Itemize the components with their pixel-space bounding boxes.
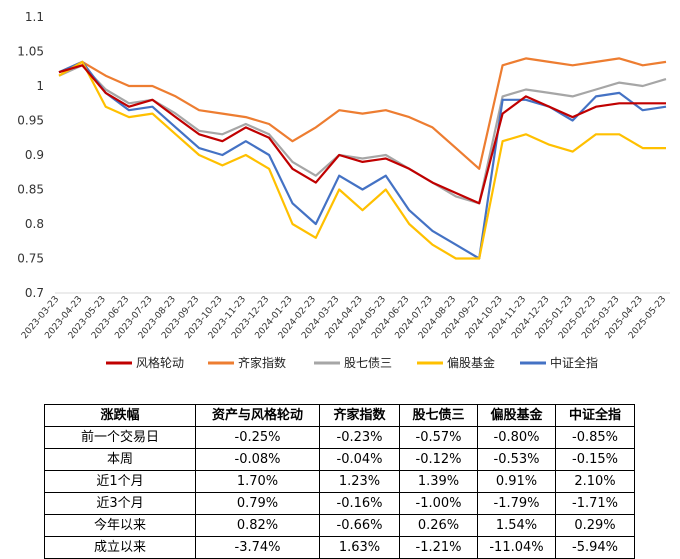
table-cell: 0.26% xyxy=(399,514,478,537)
series-line-4 xyxy=(58,60,667,260)
header-cell: 涨跌幅 xyxy=(44,404,196,427)
table-cell: -1.71% xyxy=(555,492,635,515)
table-row: 今年以来 0.82% -0.66% 0.26% 1.54% 0.29% xyxy=(44,514,635,537)
header-cell: 偏股基金 xyxy=(477,404,556,427)
series-lines xyxy=(58,57,667,260)
legend-label: 偏股基金 xyxy=(447,355,495,370)
performance-table: 涨跌幅 资产与风格轮动 齐家指数 股七债三 偏股基金 中证全指 前一个交易日 -… xyxy=(44,404,635,559)
row-label: 今年以来 xyxy=(44,514,196,537)
table-cell: -1.21% xyxy=(399,536,478,559)
table-cell: 0.79% xyxy=(195,492,320,515)
legend-label: 中证全指 xyxy=(550,355,598,370)
row-label: 本周 xyxy=(44,448,196,471)
y-tick-label: 1.05 xyxy=(17,45,44,59)
table-cell: 1.39% xyxy=(399,470,478,493)
table-cell: -0.57% xyxy=(399,426,478,449)
series-line-0 xyxy=(58,64,666,205)
y-tick-label: 0.9 xyxy=(25,148,44,162)
series-line-3 xyxy=(58,60,666,260)
header-cell: 股七债三 xyxy=(399,404,478,427)
table-cell: 1.70% xyxy=(195,470,320,493)
table-cell: -1.00% xyxy=(399,492,478,515)
table-cell: -1.79% xyxy=(477,492,556,515)
table-cell: -0.80% xyxy=(477,426,556,449)
table-cell: -5.94% xyxy=(555,536,635,559)
row-label: 前一个交易日 xyxy=(44,426,196,449)
table-header-row: 涨跌幅 资产与风格轮动 齐家指数 股七债三 偏股基金 中证全指 xyxy=(44,404,635,427)
y-axis: 0.7 0.75 0.8 0.85 0.9 0.95 1 1.05 1.1 xyxy=(17,10,44,300)
table-cell: -0.25% xyxy=(195,426,320,449)
header-cell: 中证全指 xyxy=(555,404,635,427)
table-cell: 0.82% xyxy=(195,514,320,537)
table-cell: 2.10% xyxy=(555,470,635,493)
table-cell: -3.74% xyxy=(195,536,320,559)
x-axis: 2023-03-232023-04-232023-05-232023-06-23… xyxy=(20,295,668,342)
y-tick-label: 0.95 xyxy=(17,114,44,128)
legend: 风格轮动 齐家指数 股七债三 偏股基金 中证全指 xyxy=(106,355,598,370)
table-row: 前一个交易日 -0.25% -0.23% -0.57% -0.80% -0.85… xyxy=(44,426,635,449)
legend-label: 齐家指数 xyxy=(238,355,286,370)
table-cell: 0.29% xyxy=(555,514,635,537)
line-chart: 0.7 0.75 0.8 0.85 0.9 0.95 1 1.05 1.1 2023-03-23… xyxy=(17,10,670,370)
table-cell: 1.23% xyxy=(319,470,400,493)
y-tick-label: 0.85 xyxy=(17,183,44,197)
table-cell: -0.16% xyxy=(319,492,400,515)
table-cell: -0.23% xyxy=(319,426,400,449)
table-row: 成立以来 -3.74% 1.63% -1.21% -11.04% -5.94% xyxy=(44,536,635,559)
table-cell: -11.04% xyxy=(477,536,556,559)
table-cell: -0.66% xyxy=(319,514,400,537)
row-label: 成立以来 xyxy=(44,536,196,559)
table-cell: -0.08% xyxy=(195,448,320,471)
table-body: 前一个交易日 -0.25% -0.23% -0.57% -0.80% -0.85… xyxy=(44,426,635,559)
y-tick-label: 0.8 xyxy=(25,217,44,231)
y-tick-label: 0.7 xyxy=(25,286,44,300)
table-cell: -0.15% xyxy=(555,448,635,471)
legend-label: 风格轮动 xyxy=(136,355,184,370)
table-row: 近1个月 1.70% 1.23% 1.39% 0.91% 2.10% xyxy=(44,470,635,493)
y-tick-label: 1.1 xyxy=(25,10,44,24)
legend-label: 股七债三 xyxy=(344,356,392,370)
table-cell: 1.54% xyxy=(477,514,556,537)
table-cell: 1.63% xyxy=(319,536,400,559)
table-cell: -0.12% xyxy=(399,448,478,471)
series-line-1 xyxy=(58,57,667,170)
y-tick-label: 0.75 xyxy=(17,252,44,266)
y-tick-label: 1 xyxy=(36,79,44,93)
table-row: 近3个月 0.79% -0.16% -1.00% -1.79% -1.71% xyxy=(44,492,635,515)
header-cell: 齐家指数 xyxy=(319,404,400,427)
row-label: 近3个月 xyxy=(44,492,196,515)
table-cell: -0.04% xyxy=(319,448,400,471)
header-cell: 资产与风格轮动 xyxy=(195,404,320,427)
table-cell: -0.53% xyxy=(477,448,556,471)
row-label: 近1个月 xyxy=(44,470,196,493)
table-row: 本周 -0.08% -0.04% -0.12% -0.53% -0.15% xyxy=(44,448,635,471)
table-cell: 0.91% xyxy=(477,470,556,493)
table-cell: -0.85% xyxy=(555,426,635,449)
